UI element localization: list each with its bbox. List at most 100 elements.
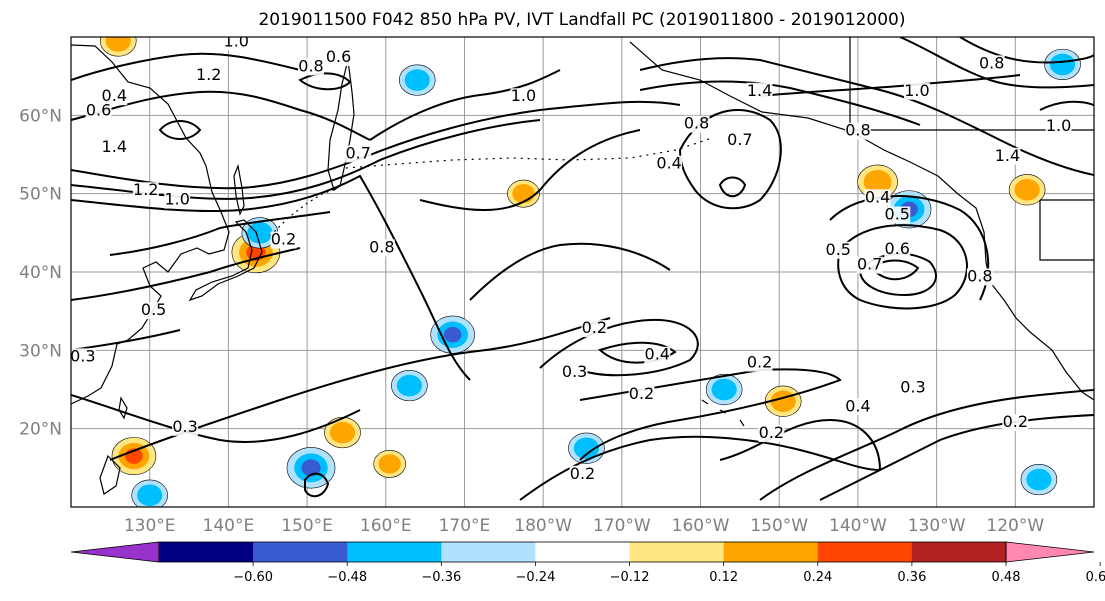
contour-label-bg xyxy=(844,122,871,140)
pv-contour-label: 0.2 xyxy=(582,318,607,337)
colorbar-tick-label: −0.12 xyxy=(610,570,650,585)
pv-contour xyxy=(71,119,541,200)
pv-contour-label: 1.4 xyxy=(995,146,1020,165)
colorbar-frame xyxy=(158,541,1007,563)
ivt-pc-core xyxy=(396,374,422,397)
colorbar-segment xyxy=(723,542,819,562)
contour-label-bg xyxy=(683,115,710,133)
pv-contour-label: 0.3 xyxy=(70,346,95,365)
pv-contour-label: 1.2 xyxy=(196,65,221,84)
contour-label-bg xyxy=(994,147,1021,165)
ivt-pc-core xyxy=(863,169,892,194)
ivt-pc-core xyxy=(137,484,163,507)
longitude-tick-label: 180°W xyxy=(514,516,572,536)
ivt-pc-core xyxy=(404,69,430,91)
pv-contour-label: 0.6 xyxy=(86,100,111,119)
pv-contour-label: 0.8 xyxy=(369,237,394,256)
contour-label-bg xyxy=(270,231,297,249)
pv-contour xyxy=(469,242,671,301)
contour-label-bg xyxy=(298,58,325,76)
pv-contour-label: 0.4 xyxy=(656,154,681,173)
pv-contour-label: 0.2 xyxy=(747,353,772,372)
contour-label-bg xyxy=(903,82,930,100)
aleutian-islands xyxy=(345,137,713,169)
colorbar-segment xyxy=(159,542,254,562)
longitude-tick-label: 150°E xyxy=(281,516,333,536)
colorbar xyxy=(70,541,1095,563)
latitude-tick-label: 40°N xyxy=(19,263,62,283)
pv-contour-label: 1.0 xyxy=(224,31,249,50)
map-area: 1.01.20.40.61.41.2 1.00.8 0.60.71.00.80.20… xyxy=(70,31,1094,507)
pv-contour xyxy=(71,174,471,381)
pv-contour xyxy=(1039,100,1094,111)
pv-contour-label: 0.2 xyxy=(759,423,784,442)
contour-label-bg xyxy=(746,82,773,100)
pv-contour-label: 0.4 xyxy=(865,187,890,206)
ivt-pc-peak xyxy=(443,326,462,343)
ivt-pc-peak xyxy=(301,459,321,477)
pv-contour xyxy=(870,259,920,281)
pv-contour xyxy=(678,109,782,210)
contour-label-bg xyxy=(172,418,199,436)
pv-contour-label: 0.3 xyxy=(172,417,197,436)
pv-contour xyxy=(959,37,1094,64)
pv-contour-label: 0.8 xyxy=(298,56,323,75)
pv-contour-label: 1.0 xyxy=(511,86,536,105)
longitude-tick-label: 130°W xyxy=(908,516,966,536)
pv-contour xyxy=(639,57,1094,176)
contour-label-bg xyxy=(368,239,395,257)
pv-contour-label: 0.8 xyxy=(967,266,992,285)
contour-label-bg xyxy=(325,49,352,67)
colorbar-segment xyxy=(535,542,631,562)
colorbar-extend-high xyxy=(1005,541,1095,563)
philippines-coastline xyxy=(99,454,121,495)
latitude-tick-label: 30°N xyxy=(19,341,62,361)
pv-contour-label: 0.3 xyxy=(900,378,925,397)
map-frame xyxy=(70,36,1095,508)
contour-label-bg xyxy=(1002,414,1029,432)
pv-contour-label: 0.2 xyxy=(629,384,654,403)
ivt-pc-core xyxy=(378,454,401,474)
contour-label-bg xyxy=(101,88,128,106)
colorbar-segment xyxy=(441,542,536,562)
pv-contour xyxy=(899,37,1094,89)
contour-label-bg xyxy=(746,354,773,372)
longitude-tick-label: 170°W xyxy=(593,516,651,536)
contour-label-bg xyxy=(164,191,191,209)
colorbar-tick-label: 0.12 xyxy=(709,570,738,585)
longitude-tick-label: 120°W xyxy=(986,516,1044,536)
colorbar-extend-low xyxy=(70,541,160,563)
contour-label-bg xyxy=(656,155,683,173)
pv-contour-label: 0.5 xyxy=(826,240,851,259)
pv-contour xyxy=(837,224,968,310)
pv-contour xyxy=(639,80,921,126)
pv-contour-label: 0.8 xyxy=(684,114,709,133)
pv-contour xyxy=(519,435,881,501)
longitude-tick-label: 140°E xyxy=(203,516,255,536)
colorbar-tick-label: 0.24 xyxy=(803,570,832,585)
pv-contour-label: 1.0 xyxy=(165,190,190,209)
contour-label-bg xyxy=(966,268,993,286)
colorbar-segment xyxy=(253,542,348,562)
ivt-pc-core xyxy=(1026,468,1052,491)
contour-label-bg xyxy=(345,145,372,163)
kuril-islands xyxy=(269,187,339,237)
colorbar-segment xyxy=(347,542,442,562)
contour-label-bg xyxy=(628,385,655,403)
taiwan-coastline xyxy=(118,396,128,420)
contour-label-bg xyxy=(825,241,852,259)
colorbar-tick-label: −0.24 xyxy=(516,570,556,585)
pv-contour xyxy=(71,247,301,301)
pv-contour-label: 0.4 xyxy=(645,345,670,364)
pv-contour xyxy=(304,472,330,498)
colorbar-segment xyxy=(629,542,725,562)
pv-contour xyxy=(71,394,361,443)
pv-contour xyxy=(158,120,202,140)
ivt-pc-core xyxy=(105,37,131,52)
ivt-pc-core xyxy=(247,222,273,244)
contour-label-bg xyxy=(223,37,250,51)
pv-contour-label: 0.3 xyxy=(562,362,587,381)
chart-title: 2019011500 F042 850 hPa PV, IVT Landfall… xyxy=(258,10,905,30)
pv-contour-label: 0.8 xyxy=(979,53,1004,72)
ivt-pc-core xyxy=(1014,178,1040,201)
